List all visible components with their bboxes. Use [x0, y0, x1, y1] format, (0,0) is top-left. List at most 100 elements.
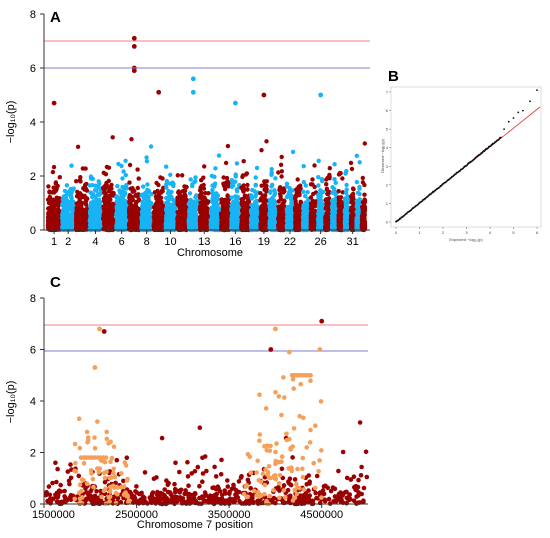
manhattan-point — [68, 193, 73, 199]
manhattan-point — [263, 193, 268, 198]
manhattan-point — [245, 187, 250, 192]
manhattan-point — [83, 199, 88, 204]
manhattan-point — [202, 164, 207, 169]
manhattan-point — [129, 208, 134, 213]
manhattan-point — [91, 199, 96, 204]
manhattan-point — [199, 222, 204, 227]
manhattan-point — [64, 206, 70, 212]
manhattan-point — [234, 214, 239, 219]
manhattan-point — [80, 208, 85, 214]
manhattan-point — [140, 217, 145, 223]
manhattan-point — [233, 194, 238, 199]
manhattan-point — [169, 202, 174, 207]
manhattan-point — [51, 164, 57, 170]
manhattan-point — [53, 181, 58, 186]
manhattan-point — [106, 165, 112, 170]
manhattan-point — [75, 189, 80, 195]
manhattan-point — [50, 201, 55, 206]
manhattan-point — [71, 207, 76, 213]
manhattan-point — [119, 225, 125, 230]
manhattan-point — [50, 169, 56, 175]
manhattan-point — [243, 222, 248, 227]
manhattan-point — [151, 210, 157, 215]
manhattan-point — [164, 213, 169, 218]
manhattan-point — [140, 211, 145, 216]
manhattan-point — [273, 191, 278, 196]
manhattan-point — [47, 219, 53, 224]
manhattan-point — [177, 210, 183, 216]
manhattan-point — [122, 221, 128, 226]
manhattan-point — [56, 208, 61, 214]
manhattan-point — [164, 164, 169, 169]
manhattan-point — [92, 207, 98, 212]
manhattan-point — [179, 217, 184, 222]
manhattan-point — [239, 215, 244, 220]
manhattan-point — [57, 175, 62, 180]
manhattan-point — [212, 181, 218, 186]
manhattan-point — [145, 198, 151, 203]
manhattan-point — [223, 180, 228, 186]
manhattan-point — [222, 219, 227, 225]
manhattan-point — [165, 199, 170, 205]
manhattan-point — [213, 198, 218, 204]
manhattan-point — [154, 180, 159, 186]
manhattan-point — [204, 220, 209, 225]
manhattan-point — [177, 204, 182, 210]
manhattan-point — [48, 205, 53, 211]
manhattan-point — [91, 211, 96, 216]
manhattan-point — [62, 210, 67, 215]
manhattan-point — [251, 205, 256, 210]
manhattan-point — [175, 195, 180, 200]
manhattan-point — [253, 217, 258, 222]
manhattan-point — [181, 199, 186, 205]
manhattan-point — [118, 190, 124, 196]
manhattan-point — [223, 211, 228, 216]
manhattan-point — [94, 188, 99, 193]
manhattan-point — [152, 218, 157, 223]
manhattan-point — [225, 143, 231, 149]
manhattan-point — [213, 166, 218, 171]
manhattan-point — [127, 195, 132, 200]
manhattan-point — [80, 218, 85, 224]
manhattan-point — [144, 159, 150, 164]
manhattan-point — [243, 194, 248, 199]
manhattan-point — [252, 189, 257, 194]
manhattan-point — [60, 202, 65, 208]
manhattan-point — [128, 202, 133, 207]
manhattan-point — [269, 167, 274, 172]
manhattan-point — [45, 197, 51, 202]
manhattan-point — [135, 207, 141, 213]
manhattan-point — [132, 188, 137, 194]
manhattan-point — [143, 190, 148, 196]
manhattan-point — [201, 201, 206, 207]
manhattan-point — [76, 211, 81, 217]
manhattan-point — [136, 176, 141, 181]
manhattan-point — [212, 174, 217, 179]
manhattan-point — [50, 216, 55, 221]
manhattan-point — [191, 219, 197, 224]
manhattan-point — [129, 137, 134, 142]
manhattan-point — [234, 161, 240, 166]
manhattan-point — [215, 193, 220, 198]
manhattan-point — [253, 175, 258, 180]
manhattan-point — [56, 221, 62, 226]
manhattan-point — [241, 159, 246, 164]
manhattan-point — [118, 200, 123, 206]
manhattan-point — [239, 199, 245, 204]
manhattan-point — [225, 224, 230, 229]
manhattan-point — [181, 205, 186, 211]
manhattan-point — [233, 207, 238, 213]
manhattan-point — [62, 188, 68, 194]
manhattan-point — [180, 173, 185, 178]
manhattan-point — [209, 217, 215, 222]
manhattan-point — [222, 199, 227, 205]
manhattan-point — [77, 177, 83, 183]
manhattan-point — [83, 215, 89, 220]
manhattan-point — [53, 188, 58, 193]
manhattan-point — [230, 183, 236, 188]
manhattan-point — [175, 173, 180, 178]
manhattan-point — [223, 160, 229, 166]
manhattan-point — [145, 182, 150, 187]
manhattan-point — [164, 207, 169, 212]
manhattan-point — [199, 183, 204, 189]
